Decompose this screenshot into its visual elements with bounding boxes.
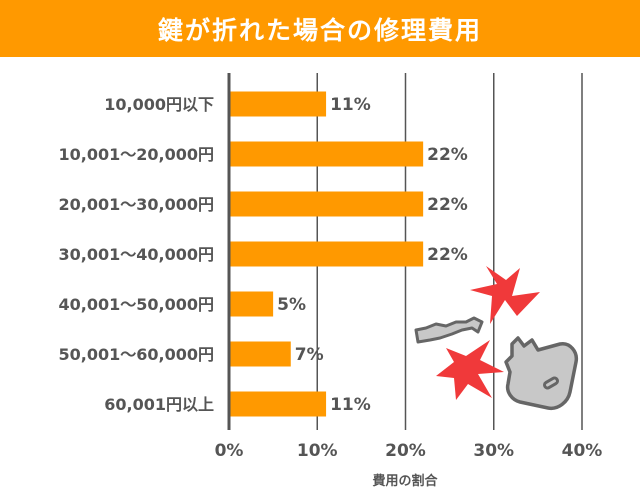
category-label: 30,001～40,000円 [59,245,215,264]
bar-value-label: 11% [330,95,371,115]
x-axis-title: 費用の割合 [372,473,438,489]
bar-value-label: 22% [427,245,468,265]
crack-flash-icon [436,340,504,400]
labels: 0% 10% 20% 30% 40% 11% 10,000円以下 22% 10,001～20,0… [59,95,603,461]
category-label: 10,001～20,000円 [59,145,215,164]
category-label: 60,001円以上 [104,395,214,414]
category-label: 10,000円以下 [104,95,214,114]
x-tick-label: 40% [562,441,603,461]
bar-value-label: 7% [295,345,324,365]
broken-key-head-icon [504,336,579,411]
title-bar: 鍵が折れた場合の修理費用 [0,0,640,57]
bar [229,391,327,417]
x-tick-label: 20% [385,441,426,461]
bar [229,191,424,217]
bars [229,91,424,417]
x-tick-label: 10% [297,441,338,461]
category-label: 20,001～30,000円 [59,195,215,214]
broken-key-blade-icon [414,316,484,344]
broken-key-illustration [414,266,579,411]
broken-key-head-hole [543,376,559,390]
bar [229,241,424,267]
bar-value-label: 22% [427,195,468,215]
bar-value-label: 5% [277,295,306,315]
bar [229,141,424,167]
x-tick-label: 0% [215,441,244,461]
bar [229,291,274,317]
x-tick-label: 30% [473,441,514,461]
bar-value-label: 22% [427,145,468,165]
bar-value-label: 11% [330,395,371,415]
bar [229,91,327,117]
crack-flash-icon [470,266,540,324]
chart-title: 鍵が折れた場合の修理費用 [157,15,482,45]
category-label: 40,001～50,000円 [59,295,215,314]
category-label: 50,001～60,000円 [59,345,215,364]
bar [229,341,291,367]
